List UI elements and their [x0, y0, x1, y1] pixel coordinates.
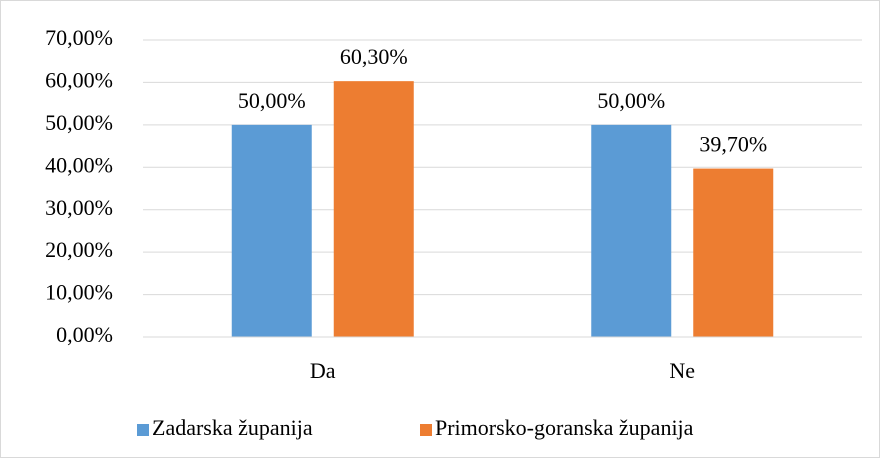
bar: [693, 168, 774, 337]
value-label: 39,70%: [699, 132, 767, 157]
value-label: 60,30%: [340, 44, 408, 69]
legend-label: Primorsko-goranska županija: [435, 415, 694, 440]
legend-swatch: [137, 424, 149, 436]
x-tick-label: Da: [310, 358, 336, 383]
y-tick-label: 0,00%: [56, 322, 113, 347]
y-tick-label: 70,00%: [45, 25, 113, 50]
value-label: 50,00%: [597, 88, 665, 113]
y-tick-label: 20,00%: [45, 237, 113, 262]
y-tick-label: 40,00%: [45, 152, 113, 177]
legend-label: Zadarska županija: [152, 415, 313, 440]
legend-swatch: [420, 424, 432, 436]
y-tick-label: 10,00%: [45, 280, 113, 305]
y-tick-label: 30,00%: [45, 195, 113, 220]
value-label: 50,00%: [238, 88, 306, 113]
bar: [333, 81, 414, 337]
bar: [591, 124, 672, 337]
y-tick-label: 60,00%: [45, 67, 113, 92]
y-tick-label: 50,00%: [45, 110, 113, 135]
x-tick-label: Ne: [669, 358, 695, 383]
bar: [231, 124, 312, 337]
